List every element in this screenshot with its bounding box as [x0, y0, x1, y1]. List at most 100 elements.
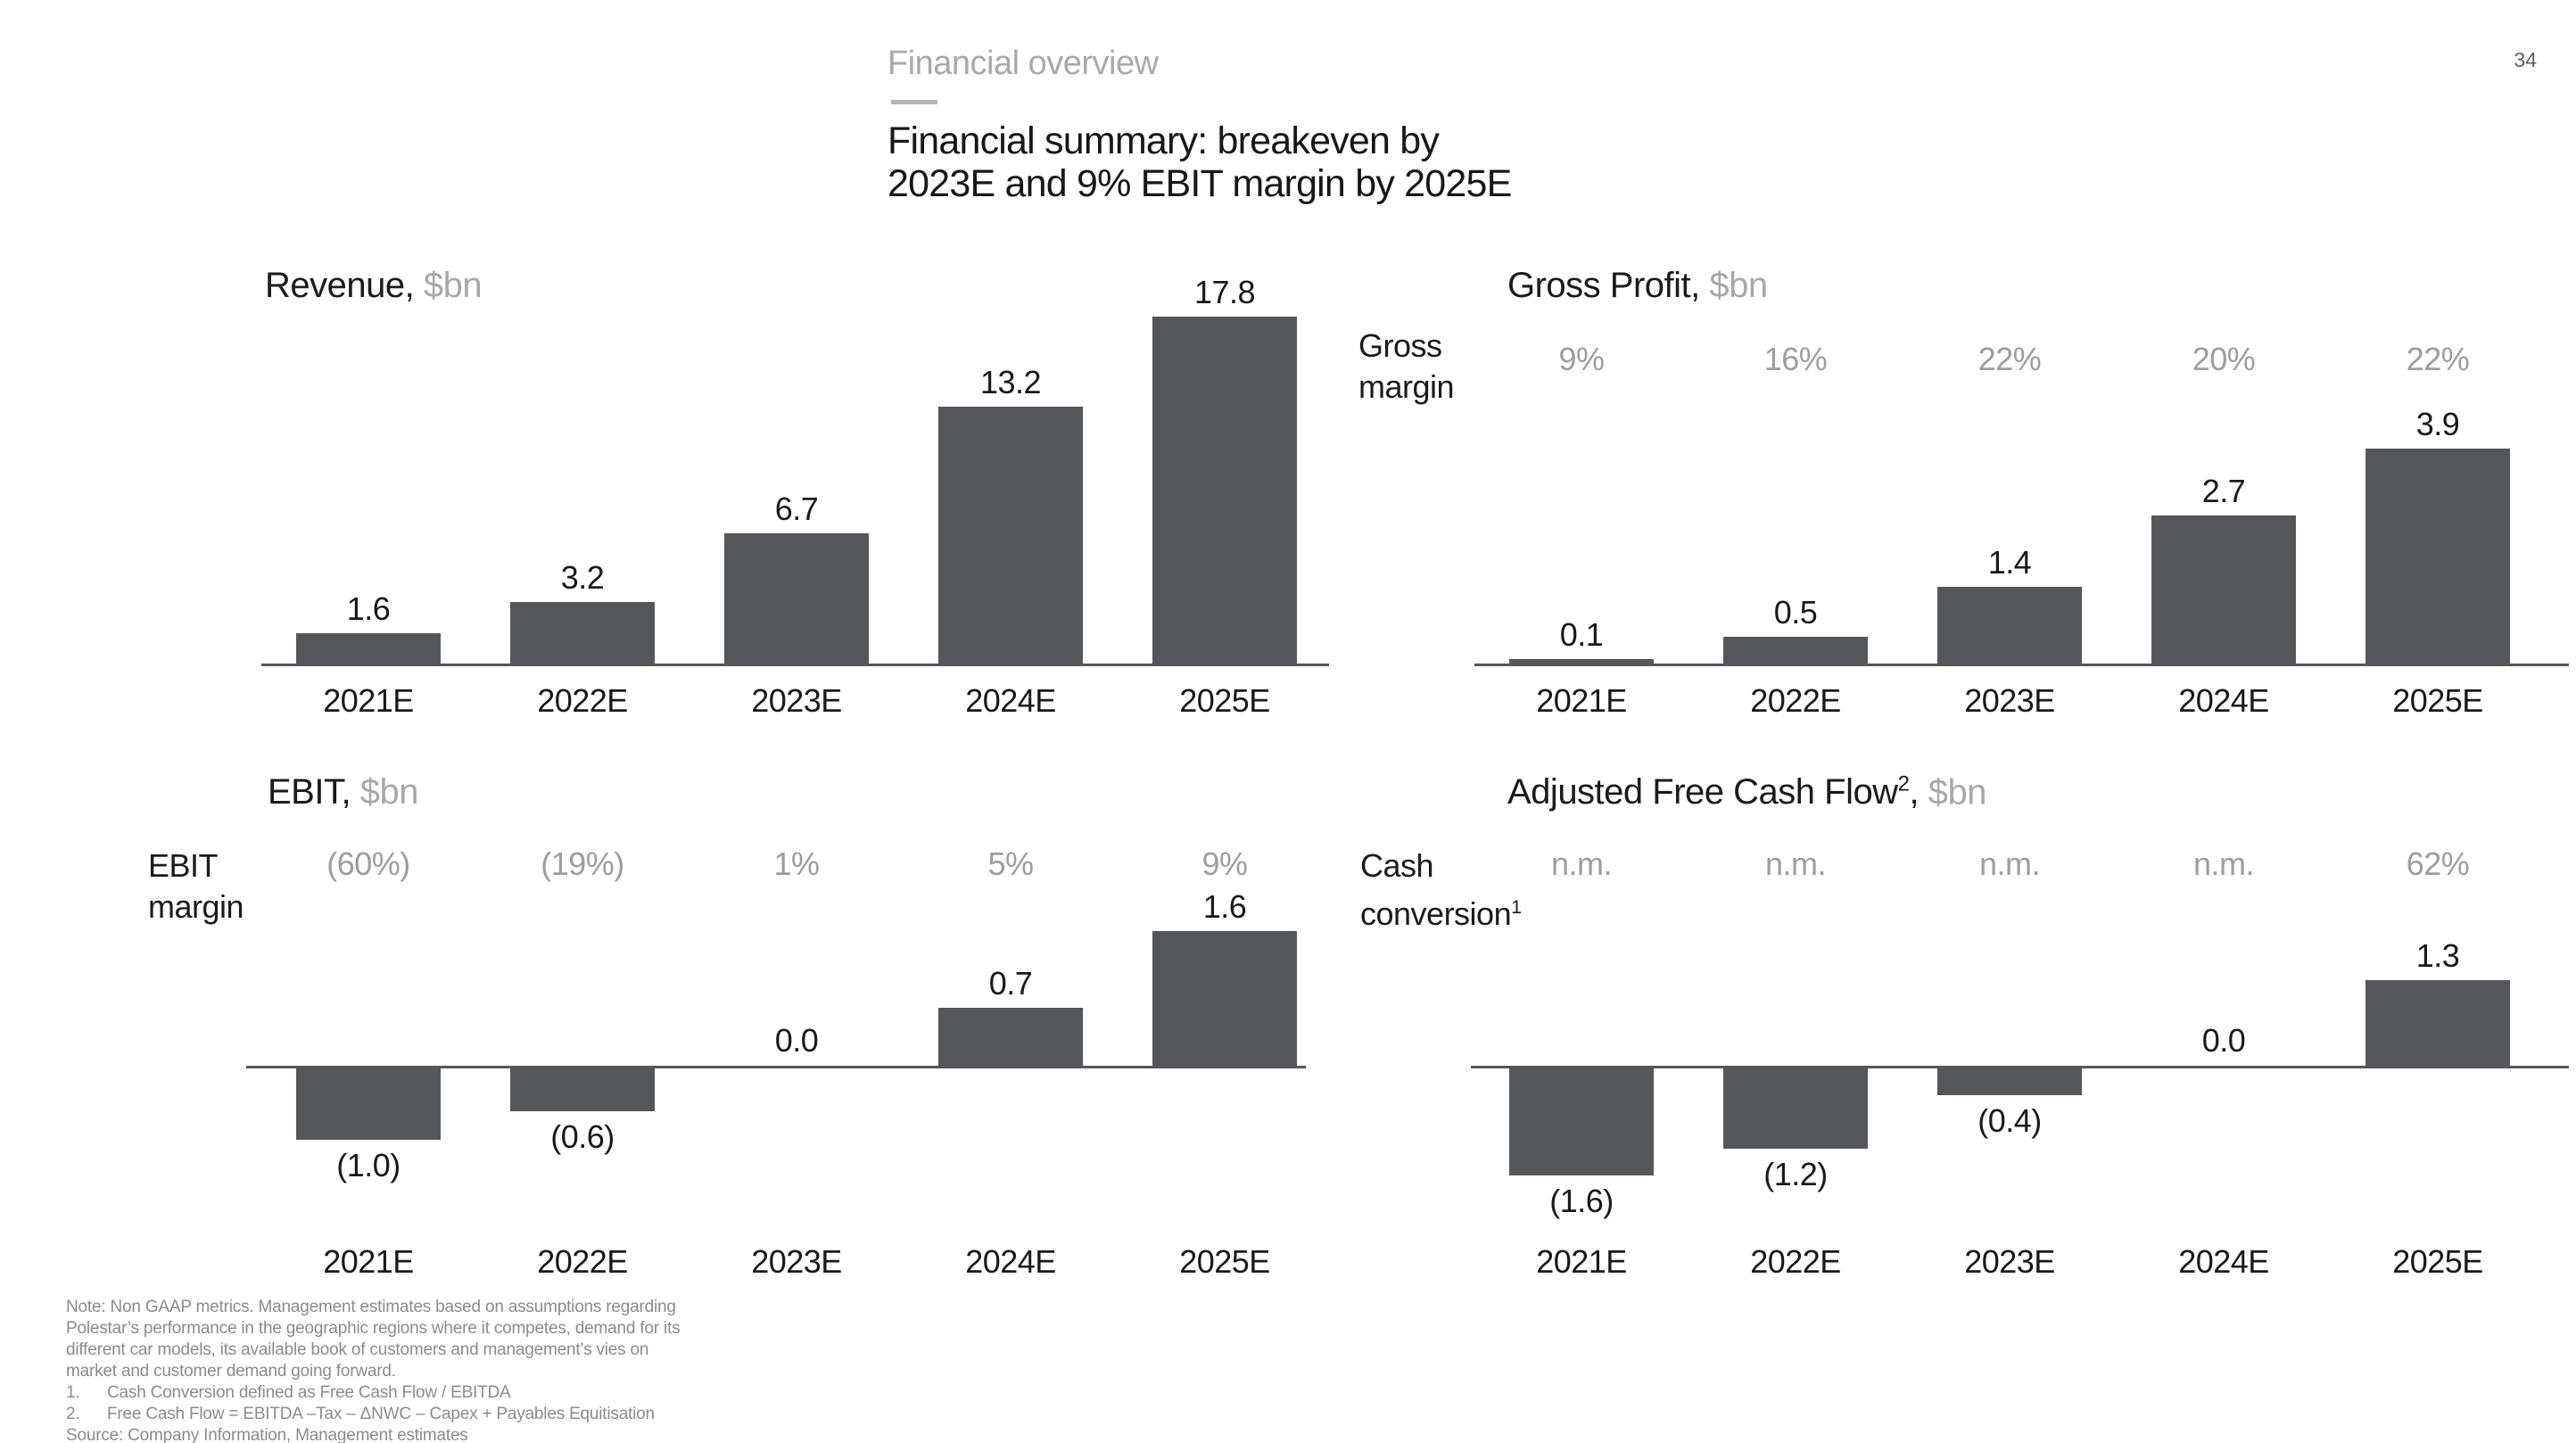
margin-value: (19%) — [541, 845, 624, 882]
axis-line — [1474, 664, 2569, 666]
bar — [1152, 931, 1297, 1067]
bar-value-label: (1.6) — [1549, 1183, 1614, 1219]
bar — [938, 1007, 1083, 1067]
year-label: 2025E — [2392, 682, 2483, 719]
slide-title: Financial summary: breakeven by 2023E an… — [888, 120, 1512, 205]
bar-value-label: (0.4) — [1977, 1102, 2042, 1139]
bar-value-label: 0.0 — [774, 1022, 819, 1059]
bar — [1723, 637, 1868, 664]
year-label: 2024E — [965, 1243, 1056, 1280]
bar — [296, 1068, 441, 1140]
bar — [1509, 1068, 1654, 1175]
margin-value: 22% — [1977, 341, 2042, 377]
year-label: 2023E — [1964, 682, 2055, 719]
year-label: 2025E — [1179, 1243, 1270, 1280]
year-label: 2023E — [751, 1243, 842, 1280]
margin-value: 16% — [1763, 341, 1828, 377]
slide-title-line-2: 2023E and 9% EBIT margin by 2025E — [888, 162, 1512, 205]
bar-value-label: 1.3 — [2415, 936, 2460, 974]
year-label: 2024E — [965, 682, 1056, 719]
bar-value-label: (1.0) — [336, 1147, 400, 1183]
bar — [724, 533, 869, 664]
bar — [510, 1068, 655, 1111]
year-label: 2025E — [2392, 1243, 2483, 1280]
footnote-2: 2. Free Cash Flow = EBITDA –Tax – ΔNWC –… — [66, 1404, 690, 1425]
bar-value-label: 6.7 — [774, 491, 819, 528]
bar — [2151, 515, 2296, 664]
bar — [2365, 449, 2510, 664]
bar-value-label: (0.6) — [550, 1118, 615, 1155]
slide-title-line-1: Financial summary: breakeven by — [888, 120, 1440, 162]
bar — [2365, 979, 2510, 1067]
bar-value-label: 1.4 — [1987, 544, 2032, 581]
year-label: 2021E — [323, 682, 414, 719]
chart-title: Adjusted Free Cash Flow2, $bn — [1507, 772, 1986, 812]
footnotes: Note: Non GAAP metrics. Management estim… — [66, 1297, 690, 1443]
year-label: 2021E — [323, 1243, 414, 1280]
bar-value-label: 13.2 — [979, 363, 1042, 400]
bar-value-label: 0.0 — [2201, 1022, 2246, 1059]
page-number: 34 — [2514, 48, 2537, 71]
axis-line — [246, 1066, 1306, 1068]
bar — [1723, 1068, 1868, 1149]
year-label: 2021E — [1536, 1243, 1627, 1280]
bar — [1937, 587, 2082, 664]
bar-value-label: 2.7 — [2201, 472, 2246, 509]
year-label: 2022E — [1750, 682, 1841, 719]
bar-value-label: 17.8 — [1193, 274, 1256, 311]
bar — [938, 406, 1083, 664]
margin-value: (60%) — [326, 845, 410, 882]
year-label: 2023E — [751, 682, 842, 719]
margin-value: n.m. — [1550, 845, 1613, 882]
year-label: 2022E — [1750, 1243, 1841, 1280]
note-text: Note: Non GAAP metrics. Management estim… — [66, 1298, 681, 1381]
bar-value-label: 3.9 — [2415, 406, 2460, 443]
margin-row-label: EBIT margin — [148, 847, 244, 925]
chart-title: Gross Profit, $bn — [1507, 266, 1768, 305]
footnote-2-text: Free Cash Flow = EBITDA –Tax – ΔNWC – Ca… — [107, 1405, 655, 1423]
margin-value: 20% — [2192, 341, 2256, 377]
margin-value: n.m. — [1978, 845, 2041, 882]
bar — [1152, 317, 1297, 664]
year-label: 2024E — [2178, 1243, 2269, 1280]
bar-value-label: 0.7 — [988, 964, 1033, 1002]
chart-title: Revenue, $bn — [265, 266, 483, 305]
chart-title: EBIT, $bn — [268, 772, 418, 812]
axis-line — [1471, 1066, 2569, 1068]
margin-value: 9% — [1558, 341, 1605, 377]
margin-value: n.m. — [1764, 845, 1827, 882]
bar-value-label: 1.6 — [346, 590, 391, 627]
footnote-1-text: Cash Conversion defined as Free Cash Flo… — [107, 1383, 511, 1402]
year-label: 2024E — [2178, 682, 2269, 719]
bar — [296, 632, 441, 664]
footnote-1-number: 1. — [66, 1383, 80, 1402]
margin-value: n.m. — [2192, 845, 2255, 882]
axis-line — [261, 664, 1329, 666]
bar-value-label: 0.5 — [1773, 594, 1818, 631]
bar — [1509, 658, 1654, 664]
margin-value: 9% — [1201, 845, 1248, 882]
margin-value: 1% — [773, 845, 820, 882]
year-label: 2025E — [1179, 682, 1270, 719]
year-label: 2022E — [537, 682, 628, 719]
margin-value: 62% — [2406, 845, 2470, 882]
section-kicker: Financial overview — [888, 45, 1159, 82]
footnote-2-number: 2. — [66, 1405, 80, 1423]
bar — [510, 601, 655, 664]
bar-value-label: (1.2) — [1763, 1156, 1828, 1192]
margin-value: 22% — [2406, 341, 2470, 377]
bar-value-label: 3.2 — [560, 558, 605, 596]
margin-value: 5% — [987, 845, 1034, 882]
bar — [1937, 1068, 2082, 1095]
bar-value-label: 1.6 — [1202, 888, 1247, 925]
year-label: 2022E — [537, 1243, 628, 1280]
bar-value-label: 0.1 — [1559, 615, 1604, 653]
source-text: Source: Company Information, Management … — [66, 1426, 468, 1443]
footnote-1: 1. Cash Conversion defined as Free Cash … — [66, 1382, 690, 1404]
